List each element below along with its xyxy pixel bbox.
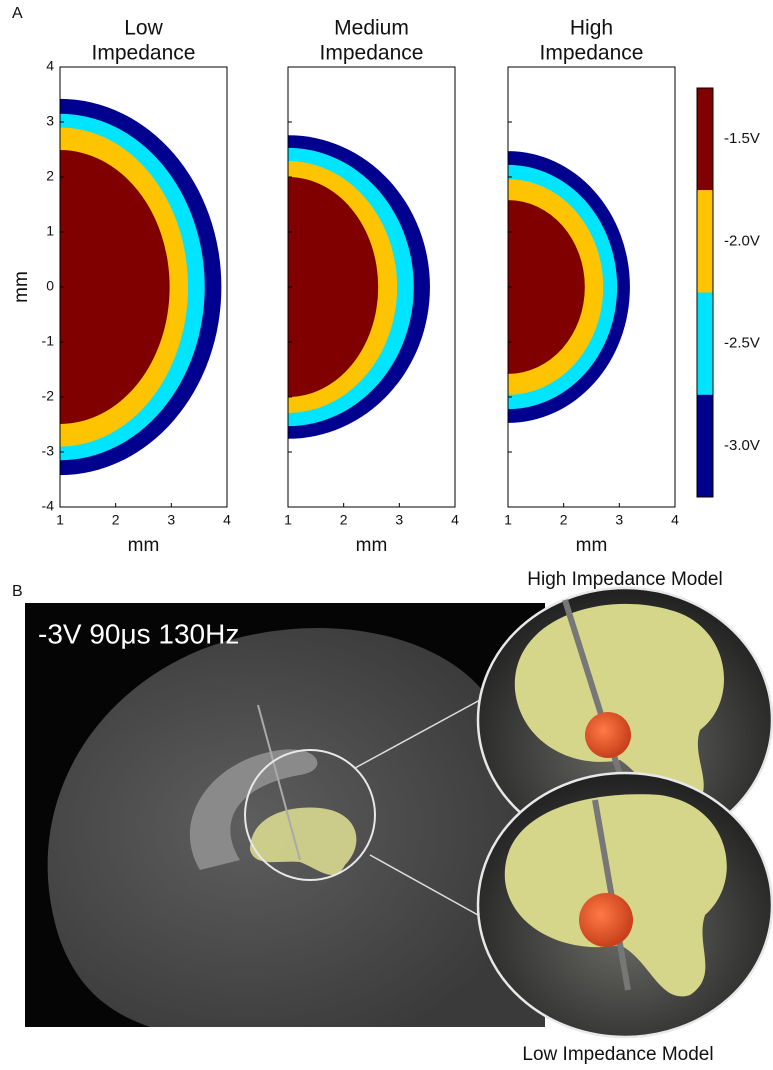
x-tick-label: 3 — [615, 512, 623, 528]
chart-title: Low — [124, 17, 163, 40]
panel-label: A — [12, 5, 23, 22]
y-tick-label: -2 — [42, 388, 55, 404]
y-tick-label: -1 — [42, 333, 55, 349]
colorbar-label: -2.0V — [724, 232, 760, 249]
colorbar-label: -2.5V — [724, 335, 760, 352]
x-tick-label: 2 — [340, 512, 348, 528]
x-axis-label: mm — [576, 535, 608, 556]
x-tick-label: 3 — [167, 512, 175, 528]
figure: A B -3V 90μs 130Hz High Impedance Model … — [0, 0, 773, 1070]
x-tick-label: 4 — [223, 512, 231, 528]
inset-label: Low Impedance Model — [522, 1044, 713, 1065]
colorbar-segment — [697, 190, 713, 292]
x-tick-label: 2 — [112, 512, 120, 528]
x-tick-label: 4 — [671, 512, 679, 528]
colorbar-label: -3.0V — [724, 437, 760, 454]
colorbar-segment — [697, 293, 713, 395]
y-axis-label: mm — [11, 271, 32, 303]
y-tick-label: 4 — [46, 58, 54, 74]
brain-image — [25, 588, 772, 1037]
y-tick-label: 2 — [46, 168, 54, 184]
colorbar-label: -1.5V — [724, 130, 760, 147]
x-tick-label: 4 — [451, 512, 459, 528]
chart-title: High — [570, 17, 613, 40]
chart-title: Impedance — [320, 42, 424, 65]
stimulus-label: -3V 90μs 130Hz — [38, 618, 239, 649]
x-axis-label: mm — [128, 535, 160, 556]
x-tick-label: 3 — [395, 512, 403, 528]
x-tick-label: 1 — [284, 512, 292, 528]
y-tick-label: -3 — [42, 443, 55, 459]
x-tick-label: 1 — [56, 512, 64, 528]
chart-title: Impedance — [540, 42, 644, 65]
inset-label: High Impedance Model — [527, 569, 722, 590]
chart-title: Medium — [334, 17, 409, 40]
colorbar-segment — [697, 88, 713, 190]
panel-label: B — [12, 583, 23, 600]
x-axis-label: mm — [356, 535, 388, 556]
y-tick-label: 0 — [46, 278, 54, 294]
y-tick-label: 1 — [46, 223, 54, 239]
x-tick-label: 2 — [560, 512, 568, 528]
colorbar-segment — [697, 395, 713, 497]
y-tick-label: 3 — [46, 113, 54, 129]
y-tick-label: -4 — [42, 498, 55, 514]
x-tick-label: 1 — [504, 512, 512, 528]
chart-title: Impedance — [92, 42, 196, 65]
